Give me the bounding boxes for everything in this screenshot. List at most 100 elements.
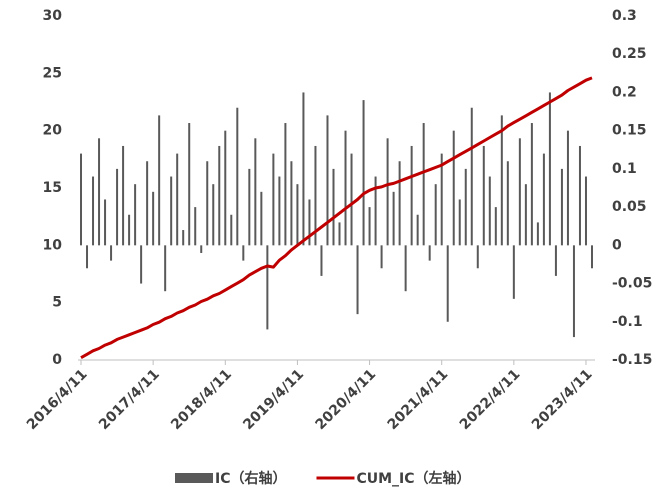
bar — [368, 207, 371, 246]
y-tick-label: 30 — [43, 8, 63, 24]
bar — [422, 123, 425, 246]
bar — [158, 115, 161, 246]
bar — [188, 123, 191, 246]
bar — [470, 107, 473, 246]
bar — [536, 222, 539, 246]
bar — [410, 145, 413, 246]
bar — [320, 245, 323, 276]
x-tick-label: 2020/4/11 — [312, 366, 379, 433]
bar — [254, 138, 257, 246]
bar — [80, 153, 83, 246]
y-tick-label: 5 — [52, 295, 62, 311]
bar — [566, 130, 569, 246]
bar — [272, 153, 275, 246]
x-tick-label: 2019/4/11 — [240, 366, 307, 433]
bar — [290, 161, 293, 246]
bar — [392, 191, 395, 246]
bar — [458, 199, 461, 246]
bar — [464, 168, 467, 246]
bar — [512, 245, 515, 299]
bar — [98, 138, 101, 246]
bar — [542, 153, 545, 246]
bar — [164, 245, 167, 292]
bar — [200, 245, 203, 253]
x-tick-label: 2022/4/11 — [457, 366, 524, 433]
bar — [506, 161, 509, 246]
bar — [332, 168, 335, 246]
bar — [152, 191, 155, 246]
bar — [260, 191, 263, 246]
bar — [476, 245, 479, 269]
bar — [92, 176, 95, 246]
bar — [344, 130, 347, 246]
y2-tick-label: 0.15 — [612, 123, 647, 139]
bar — [554, 245, 557, 276]
y2-tick-label: 0 — [612, 237, 622, 253]
bar — [236, 107, 239, 246]
bar — [560, 168, 563, 246]
bar — [284, 123, 287, 246]
y-tick-label: 0 — [52, 352, 62, 368]
bar — [122, 145, 125, 246]
bar — [404, 245, 407, 292]
line — [80, 76, 593, 360]
bar — [530, 123, 533, 246]
bar — [206, 161, 209, 246]
y2-tick-label: 0.2 — [612, 84, 637, 100]
bar — [416, 214, 419, 246]
y2-tick-label: -0.1 — [612, 314, 643, 330]
bar — [266, 245, 269, 330]
bar — [242, 245, 245, 261]
bar — [116, 168, 119, 246]
bar — [296, 184, 299, 246]
legend-swatch — [175, 473, 213, 483]
bar — [386, 138, 389, 246]
bar — [518, 138, 521, 246]
bar — [212, 184, 215, 246]
x-tick-label: 2021/4/11 — [385, 366, 452, 433]
bar — [500, 115, 503, 246]
x-tick-label: 2018/4/11 — [168, 366, 235, 433]
bar — [140, 245, 143, 284]
bar — [110, 245, 113, 261]
bar — [326, 115, 329, 246]
y-tick-label: 15 — [43, 180, 62, 196]
bar — [134, 184, 137, 246]
bar — [488, 176, 491, 246]
y-tick-label: 20 — [43, 123, 63, 139]
bar — [494, 207, 497, 246]
bar — [380, 245, 383, 269]
bar — [182, 230, 185, 246]
bar — [248, 168, 251, 246]
bar — [428, 245, 431, 261]
bar — [314, 145, 317, 246]
bar — [446, 245, 449, 322]
bar — [224, 130, 227, 246]
bar — [176, 153, 179, 246]
bar — [302, 92, 305, 246]
bar — [440, 153, 443, 246]
bar — [146, 161, 149, 246]
bar — [218, 145, 221, 246]
bar — [308, 199, 311, 246]
legend-label: CUM_IC（左轴） — [356, 470, 470, 487]
y2-tick-label: -0.05 — [612, 276, 652, 292]
y2-tick-label: 0.05 — [612, 199, 647, 215]
bar — [194, 207, 197, 246]
bar — [350, 153, 353, 246]
bar — [104, 199, 107, 246]
x-tick-label: 2017/4/11 — [96, 366, 163, 433]
y2-tick-label: -0.15 — [612, 352, 652, 368]
bar — [398, 161, 401, 246]
y-tick-label: 25 — [43, 65, 62, 81]
x-tick-label: 2023/4/11 — [529, 366, 596, 433]
y2-tick-label: 0.1 — [612, 161, 637, 177]
bar — [278, 176, 281, 246]
bar — [578, 145, 581, 246]
bar — [434, 184, 437, 246]
legend-label: IC（右轴） — [215, 470, 286, 487]
bar — [338, 222, 341, 246]
bar — [572, 245, 575, 338]
bar — [548, 92, 551, 246]
